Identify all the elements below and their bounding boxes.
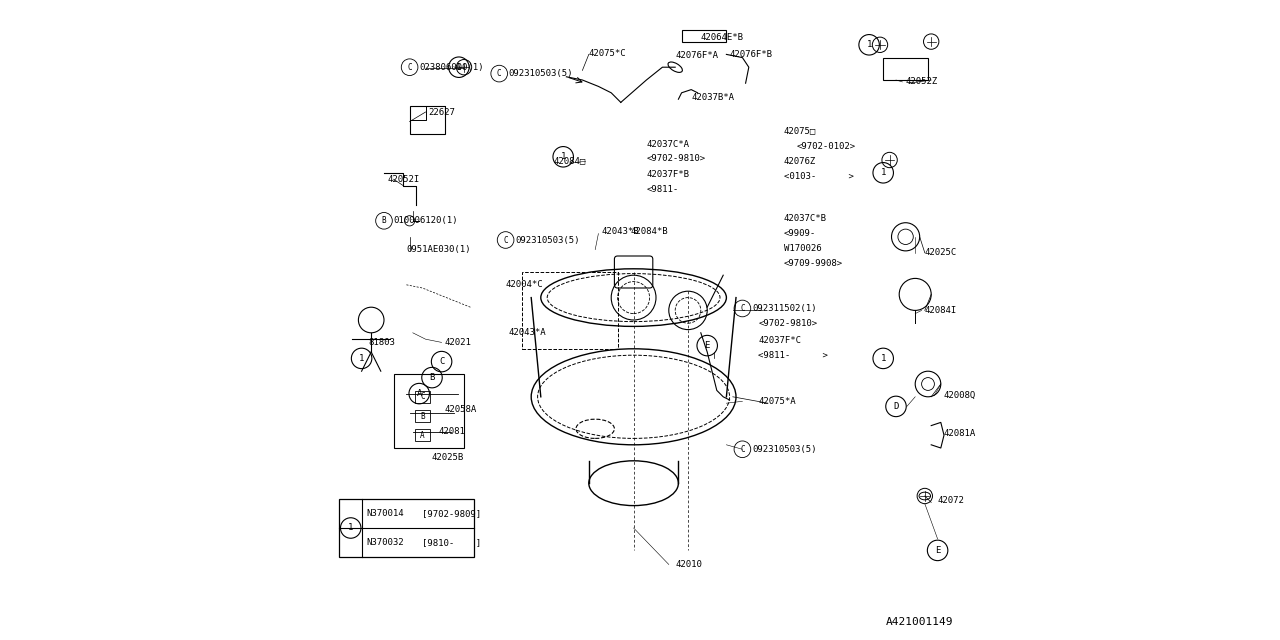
Text: 42052I: 42052I: [387, 175, 420, 184]
Text: 42037C*A: 42037C*A: [646, 140, 690, 148]
Text: [9702-9809]: [9702-9809]: [422, 509, 481, 518]
Text: 42025B: 42025B: [433, 453, 465, 462]
Text: E: E: [934, 546, 941, 555]
Text: C: C: [407, 63, 412, 72]
Text: 42043*A: 42043*A: [508, 328, 547, 337]
Text: 092310503(5): 092310503(5): [508, 69, 573, 78]
Text: A421001149: A421001149: [886, 617, 954, 627]
Text: [9810-    ]: [9810- ]: [422, 538, 481, 547]
Text: C: C: [420, 392, 425, 401]
Text: D: D: [893, 402, 899, 411]
Text: 42043*B: 42043*B: [602, 227, 639, 236]
Text: 42008Q: 42008Q: [945, 391, 977, 400]
Bar: [415, 410, 430, 422]
Text: 42076Z: 42076Z: [783, 157, 817, 166]
Text: <0103-      >: <0103- >: [783, 172, 854, 181]
Text: N370014: N370014: [366, 509, 403, 518]
Bar: [522, 272, 618, 349]
Text: A: A: [416, 389, 422, 398]
Text: 1: 1: [348, 524, 353, 532]
Text: <9702-9810>: <9702-9810>: [759, 319, 818, 328]
Text: 42081A: 42081A: [945, 429, 977, 438]
Text: 42075*C: 42075*C: [589, 49, 626, 58]
Text: 42037C*B: 42037C*B: [783, 214, 827, 223]
Text: 42075□: 42075□: [783, 127, 817, 136]
Text: 023806000(1): 023806000(1): [420, 63, 484, 72]
Bar: [415, 429, 430, 441]
Text: 42037F*C: 42037F*C: [759, 336, 801, 345]
Text: 1: 1: [867, 40, 872, 49]
Text: 092311502(1): 092311502(1): [753, 304, 817, 313]
Text: C: C: [439, 357, 444, 366]
Text: 42084□: 42084□: [554, 157, 586, 166]
Text: <9811-: <9811-: [646, 185, 678, 194]
Text: <9702-9810>: <9702-9810>: [646, 154, 705, 163]
Text: 1: 1: [881, 354, 886, 363]
Text: C: C: [740, 304, 745, 313]
Text: <9709-9908>: <9709-9908>: [783, 259, 844, 268]
Bar: [681, 30, 727, 42]
Text: 010006120(1): 010006120(1): [394, 216, 458, 225]
Text: C: C: [503, 236, 508, 244]
Text: 42076F*B: 42076F*B: [730, 50, 773, 59]
Text: 42064E*B: 42064E*B: [701, 33, 744, 42]
Text: 092310503(5): 092310503(5): [753, 445, 817, 454]
Text: 42084I: 42084I: [924, 306, 957, 315]
Bar: [415, 391, 430, 403]
Bar: [394, 374, 465, 448]
Text: 81803: 81803: [369, 338, 394, 347]
Text: B: B: [429, 373, 435, 382]
Bar: [883, 58, 928, 80]
Text: 42084*B: 42084*B: [630, 227, 668, 236]
Text: N370032: N370032: [366, 538, 403, 547]
Text: 42075*A: 42075*A: [759, 397, 796, 406]
Text: 42010: 42010: [676, 560, 701, 569]
Text: 1: 1: [456, 63, 462, 72]
Text: 1: 1: [561, 152, 566, 161]
Text: <9909-: <9909-: [783, 229, 817, 238]
Text: 42076F*A: 42076F*A: [676, 51, 718, 60]
Text: <9811-      >: <9811- >: [759, 351, 828, 360]
Text: 42052Z: 42052Z: [906, 77, 938, 86]
Text: 092310503(5): 092310503(5): [516, 236, 580, 244]
Text: 42058A: 42058A: [445, 405, 477, 414]
Text: C: C: [497, 69, 502, 78]
Text: 0951AE030(1): 0951AE030(1): [407, 245, 471, 254]
Bar: [339, 499, 474, 557]
Text: <9702-0102>: <9702-0102>: [796, 142, 856, 151]
Text: W170026: W170026: [783, 244, 822, 253]
Text: 42004*C: 42004*C: [506, 280, 543, 289]
Text: 42037B*A: 42037B*A: [691, 93, 735, 102]
Text: A: A: [420, 431, 425, 440]
Text: 42037F*B: 42037F*B: [646, 170, 690, 179]
Text: 42072: 42072: [937, 496, 964, 505]
Text: 1: 1: [881, 168, 886, 177]
Text: C: C: [740, 445, 745, 454]
Text: 22627: 22627: [429, 108, 456, 116]
Text: 42081: 42081: [438, 428, 465, 436]
Text: 42025C: 42025C: [924, 248, 957, 257]
Text: 1: 1: [358, 354, 365, 363]
Text: B: B: [420, 412, 425, 420]
Bar: [410, 106, 445, 134]
Text: 42021: 42021: [445, 338, 471, 347]
Text: B: B: [381, 216, 387, 225]
Text: E: E: [704, 341, 710, 350]
